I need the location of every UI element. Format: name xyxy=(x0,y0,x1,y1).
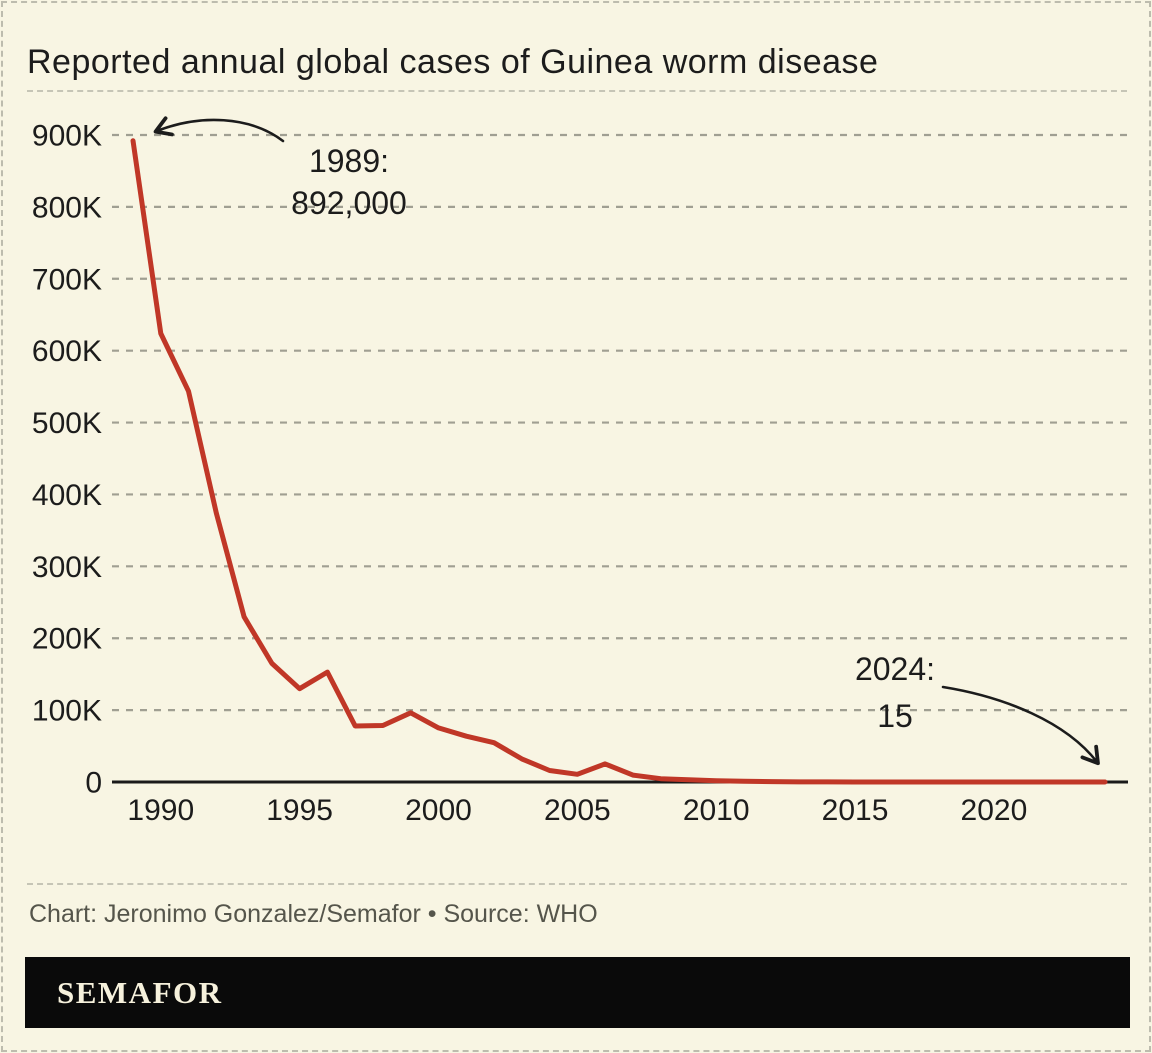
x-tick-label: 1990 xyxy=(127,794,194,827)
y-tick-label: 800K xyxy=(32,191,102,224)
annotation-arrow xyxy=(153,116,285,143)
chart-credit: Chart: Jeronimo Gonzalez/Semafor • Sourc… xyxy=(29,900,598,928)
annotation-label: 2024: xyxy=(855,651,935,687)
y-tick-label: 600K xyxy=(32,335,102,368)
annotation-label: 1989: xyxy=(309,143,389,179)
x-tick-label: 2020 xyxy=(961,794,1028,827)
title-separator xyxy=(27,90,1127,92)
y-tick-label: 0 xyxy=(85,767,102,800)
data-line xyxy=(130,138,1108,785)
x-tick-label: 2005 xyxy=(544,794,611,827)
x-tick-label: 2010 xyxy=(683,794,750,827)
y-tick-label: 700K xyxy=(32,263,102,296)
x-tick-label: 2015 xyxy=(822,794,889,827)
x-tick-label: 1995 xyxy=(266,794,333,827)
semafor-logo-bar: SEMAFOR xyxy=(25,957,1130,1028)
y-tick-label: 900K xyxy=(32,120,102,153)
footer-separator xyxy=(27,883,1127,885)
y-tick-label: 300K xyxy=(32,551,102,584)
y-tick-label: 200K xyxy=(32,623,102,656)
semafor-wordmark: SEMAFOR xyxy=(57,974,223,1010)
y-tick-label: 400K xyxy=(32,479,102,512)
x-tick-label: 2000 xyxy=(405,794,472,827)
y-tick-label: 100K xyxy=(32,695,102,728)
chart-title: Reported annual global cases of Guinea w… xyxy=(27,42,879,81)
annotation-label: 15 xyxy=(877,698,913,734)
y-tick-label: 500K xyxy=(32,407,102,440)
annotation-label: 892,000 xyxy=(291,185,407,221)
annotation-arrow xyxy=(941,685,1100,766)
